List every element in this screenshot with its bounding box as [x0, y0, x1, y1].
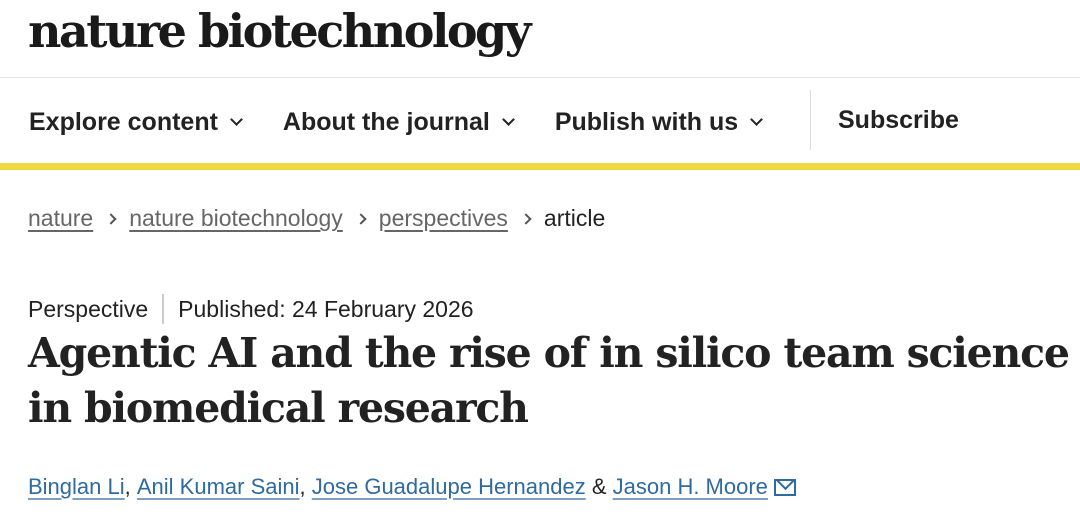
nav-label: Publish with us [554, 107, 739, 136]
nav-explore-content[interactable]: Explore content [29, 107, 243, 137]
breadcrumb-nature-biotechnology[interactable]: nature biotechnology [129, 205, 343, 231]
breadcrumb-current: article [543, 205, 606, 231]
email-icon[interactable] [773, 478, 796, 496]
separator: & [585, 474, 613, 499]
article-meta: Perspective Published: 24 February 2026 [28, 294, 474, 324]
author-list: Binglan Li, Anil Kumar Saini, Jose Guada… [28, 474, 796, 500]
chevron-down-icon [501, 112, 515, 126]
author-link[interactable]: Jason H. Moore [612, 474, 768, 499]
subscribe-link[interactable]: Subscribe [838, 106, 959, 134]
main-nav: Explore content About the journal Publis… [0, 92, 774, 152]
nav-label: Explore content [29, 107, 218, 136]
meta-divider [162, 294, 165, 324]
breadcrumb-nature[interactable]: nature [28, 205, 94, 231]
nav-separator [810, 90, 811, 150]
author-link[interactable]: Jose Guadalupe Hernandez [311, 474, 586, 499]
chevron-down-icon [750, 112, 764, 126]
breadcrumb: nature nature biotechnology perspectives… [28, 205, 605, 232]
chevron-right-icon [520, 212, 532, 225]
article-type: Perspective [28, 295, 149, 322]
separator: , [299, 474, 312, 499]
nav-publish-with-us[interactable]: Publish with us [554, 107, 764, 137]
breadcrumb-perspectives[interactable]: perspectives [378, 205, 508, 231]
author-link[interactable]: Anil Kumar Saini [136, 474, 300, 499]
chevron-down-icon [230, 112, 243, 126]
article-title: Agentic AI and the rise of in silico tea… [28, 329, 1070, 432]
divider [0, 77, 1080, 78]
nav-about-journal[interactable]: About the journal [282, 107, 515, 137]
published-date: Published: 24 February 2026 [178, 295, 474, 322]
chevron-right-icon [105, 212, 117, 225]
nav-label: About the journal [282, 107, 490, 136]
accent-bar [0, 163, 1080, 170]
separator: , [124, 474, 137, 499]
author-link[interactable]: Binglan Li [28, 474, 125, 499]
journal-logo[interactable]: nature biotechnology [28, 4, 531, 58]
chevron-right-icon [355, 212, 367, 225]
